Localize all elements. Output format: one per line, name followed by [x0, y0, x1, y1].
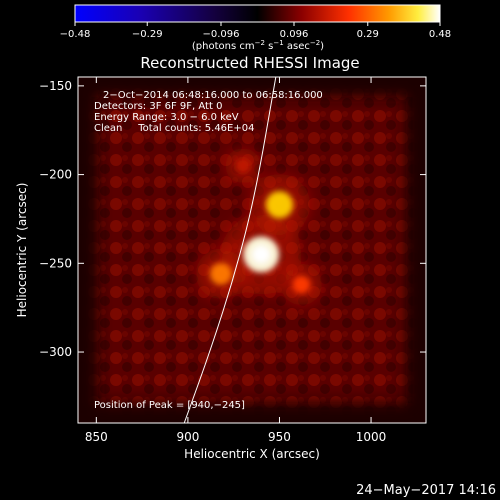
colorbar: −0.48 −0.29 −0.096 0.096 0.29 0.48 (photons c… [60, 4, 451, 52]
source-core [252, 245, 271, 264]
x-axis-tick-labels: 850 900 950 1000 [85, 430, 386, 444]
colorbar-gradient [74, 4, 441, 23]
colorbar-unit-label: (photons cm−2 s−1 asec−2) [192, 39, 324, 52]
chart-title: Reconstructed RHESSI Image [140, 54, 359, 72]
x-axis-ticks [95, 77, 372, 423]
colorbar-tick-label: −0.096 [202, 29, 239, 40]
colorbar-tick-labels: −0.48 −0.29 −0.096 0.096 0.29 0.48 [60, 29, 451, 40]
source-blob [209, 262, 232, 285]
y-tick-label: −300 [39, 345, 72, 359]
colorbar-tick-label: 0.096 [280, 29, 309, 40]
annotation-time-range: 2−Oct−2014 06:48:16.000 to 06:58:16.000 [103, 90, 323, 101]
x-tick-label: 900 [176, 430, 199, 444]
annotation-clean-counts: Clean Total counts: 5.46E+04 [94, 123, 254, 134]
colorbar-tick-label: −0.29 [132, 29, 163, 40]
colorbar-tick-label: 0.48 [429, 29, 451, 40]
source-layer [209, 158, 311, 294]
y-tick-label: −200 [39, 168, 72, 182]
source-blob [235, 158, 251, 174]
plot-frame [77, 76, 427, 424]
x-axis-label: Heliocentric X (arcsec) [184, 447, 320, 461]
y-tick-label: −250 [39, 256, 72, 270]
annotation-block: 2−Oct−2014 06:48:16.000 to 06:58:16.000 … [94, 90, 323, 134]
colorbar-tick-label: 0.29 [357, 29, 379, 40]
x-tick-label: 950 [268, 430, 291, 444]
y-axis-ticks [78, 85, 426, 353]
annotation-energy-range: Energy Range: 3.0 − 6.0 keV [94, 112, 239, 123]
annotation-detectors: Detectors: 3F 6F 9F, Att 0 [94, 101, 222, 112]
colorbar-tick-label: −0.48 [60, 29, 91, 40]
footer-date: 24−May−2017 14:16 [356, 483, 496, 498]
heatmap-image [78, 77, 426, 423]
solar-limb-line [183, 77, 277, 423]
y-axis-tick-labels: −150 −200 −250 −300 [39, 79, 72, 359]
y-axis-label: Heliocentric Y (arcsec) [15, 183, 29, 318]
x-tick-label: 850 [85, 430, 108, 444]
y-tick-label: −150 [39, 79, 72, 93]
colorbar-ticks [74, 22, 441, 26]
source-blob [265, 191, 294, 219]
source-blob [292, 275, 311, 294]
x-tick-label: 1000 [356, 430, 387, 444]
peak-position-label: Position of Peak = [940,−245] [94, 400, 245, 411]
